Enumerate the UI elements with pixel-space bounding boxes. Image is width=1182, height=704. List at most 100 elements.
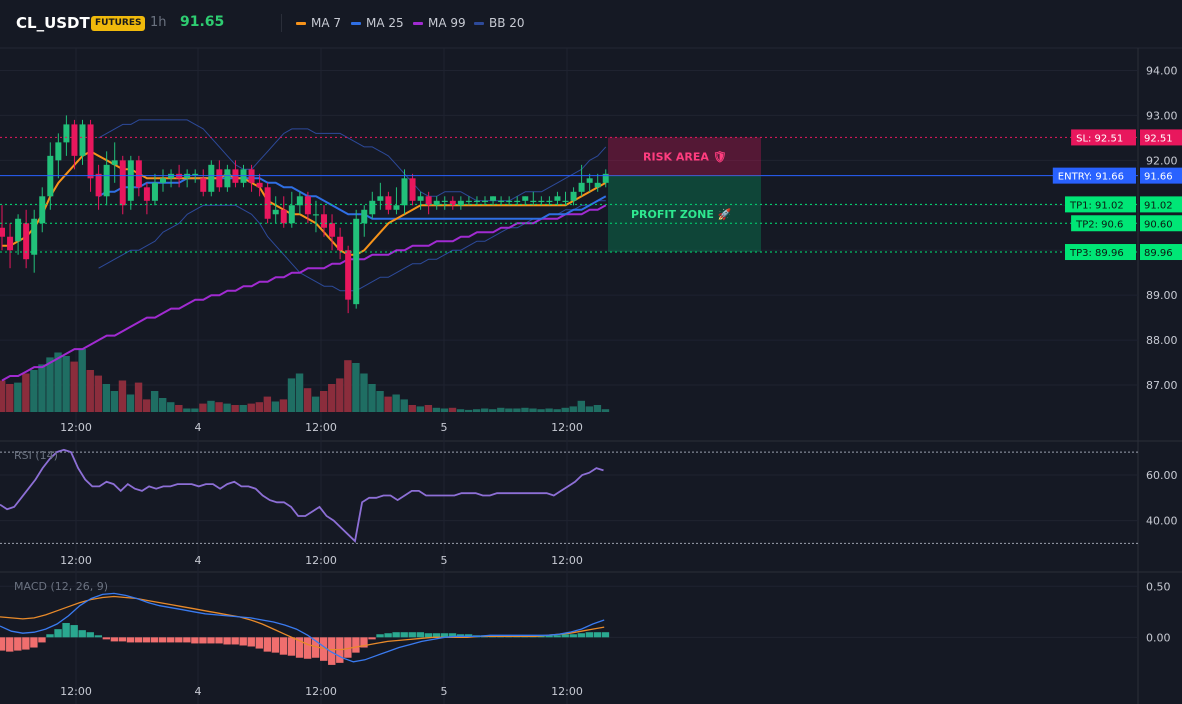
ma7-line — [2, 150, 607, 256]
candle-body — [296, 196, 303, 206]
price-tick-label: 93.00 — [1146, 109, 1178, 122]
macd-histogram-bar — [376, 634, 384, 638]
macd-histogram-bar — [46, 634, 54, 638]
rsi-line — [0, 448, 604, 544]
macd-line — [0, 592, 605, 663]
volume-bar — [384, 396, 392, 412]
macd-histogram-bar — [368, 637, 376, 640]
macd-time-tick-label: 4 — [195, 685, 202, 698]
candle-body — [23, 223, 30, 260]
volume-bar — [392, 394, 400, 412]
macd-histogram-bar — [239, 637, 247, 646]
rsi-time-tick-label: 4 — [195, 554, 202, 567]
candle-body — [312, 214, 319, 216]
price-tick-label: 92.00 — [1146, 154, 1178, 167]
volume-bar — [295, 373, 304, 412]
candle-body — [135, 160, 142, 188]
candle-body — [329, 223, 336, 237]
macd-histogram-bar — [424, 633, 433, 638]
candle-body — [103, 164, 110, 197]
tp1-line-label-box — [1065, 196, 1136, 213]
ma99-swatch-icon — [413, 22, 423, 25]
bb-upper-line — [98, 119, 607, 202]
macd-histogram-bar — [54, 629, 62, 638]
candle-body — [192, 173, 199, 176]
macd-histogram-bar — [392, 632, 400, 638]
rsi-time-tick-label: 12:00 — [305, 554, 337, 567]
macd-histogram-bar — [295, 637, 304, 658]
volume-bar — [311, 396, 320, 412]
legend-ma25-label: MA 25 — [366, 16, 404, 30]
futures-badge: FUTURES — [91, 16, 146, 31]
candle-body — [514, 200, 521, 202]
volume-bar — [239, 405, 247, 412]
macd-histogram-bar — [432, 633, 441, 638]
candle-body — [522, 196, 529, 201]
candle-body — [63, 124, 70, 143]
risk-zone — [608, 137, 761, 176]
rsi-tick-label: 60.00 — [1146, 469, 1178, 482]
volume-bar — [585, 406, 594, 412]
candle-body — [111, 160, 118, 165]
volume-bar — [303, 388, 312, 412]
risk-zone-label: RISK AREA 🛡 — [643, 151, 727, 164]
tp3-line-label: TP3: 89.96 — [1069, 248, 1124, 259]
ma99-line — [1, 204, 607, 382]
candle-body — [602, 173, 609, 183]
candle-body — [554, 196, 561, 201]
entry-line-label: ENTRY: 91.66 — [1058, 172, 1124, 183]
volume-bar — [150, 391, 159, 412]
candle-body — [288, 205, 295, 224]
volume-bar — [247, 403, 255, 412]
macd-histogram-bar — [0, 637, 6, 651]
candle-body — [337, 236, 344, 251]
candle-body — [546, 200, 553, 202]
macd-tick-label: 0.50 — [1146, 580, 1171, 593]
candle-body — [377, 196, 384, 201]
volume-bar — [78, 349, 86, 412]
legend-bb20[interactable]: BB 20 — [474, 16, 525, 30]
time-tick-label: 4 — [195, 421, 202, 434]
symbol-name[interactable]: CL_USDT — [16, 14, 90, 32]
candle-body — [200, 178, 207, 192]
volume-bar — [102, 384, 111, 412]
macd-signal-line — [0, 595, 605, 651]
candle-body — [441, 200, 448, 202]
volume-bar — [489, 409, 497, 412]
volume-bar — [344, 360, 352, 412]
macd-histogram-bar — [593, 632, 602, 638]
macd-histogram-bar — [231, 637, 239, 645]
volume-bar — [553, 409, 561, 412]
candle-body — [119, 160, 126, 206]
legend-ma25[interactable]: MA 25 — [351, 16, 404, 30]
price-tick-label: 87.00 — [1146, 379, 1178, 392]
macd-histogram-bar — [62, 623, 70, 638]
macd-histogram-bar — [585, 632, 594, 638]
candle-body — [498, 200, 505, 202]
candle-body — [280, 209, 287, 224]
legend-ma7[interactable]: MA 7 — [296, 16, 341, 30]
volume-bar — [336, 378, 344, 412]
chart-header: CL_USDT FUTURES 1h 91.65 MA 7 MA 25 MA 9… — [0, 0, 1182, 48]
macd-histogram-bar — [569, 634, 577, 638]
macd-histogram-bar — [271, 637, 280, 653]
volume-bar — [215, 402, 223, 412]
volume-bar — [593, 405, 602, 412]
sl-line-price: 92.51 — [1144, 133, 1173, 144]
macd-histogram-bar — [408, 632, 416, 638]
candle-body — [272, 209, 279, 215]
volume-bar — [167, 402, 175, 412]
candle-body — [0, 227, 5, 237]
volume-bar — [416, 406, 424, 412]
macd-histogram-bar — [311, 637, 320, 658]
macd-histogram-bar — [207, 637, 215, 644]
volume-bar — [263, 396, 272, 412]
tp3-line-label-box — [1065, 244, 1136, 261]
volume-bar — [30, 370, 38, 412]
timeframe-label[interactable]: 1h — [150, 15, 167, 30]
legend-ma99[interactable]: MA 99 — [413, 16, 466, 30]
tp1-line-label: TP1: 91.02 — [1069, 200, 1124, 211]
volume-bar — [271, 401, 280, 412]
rsi-tick-label: 40.00 — [1146, 515, 1178, 528]
